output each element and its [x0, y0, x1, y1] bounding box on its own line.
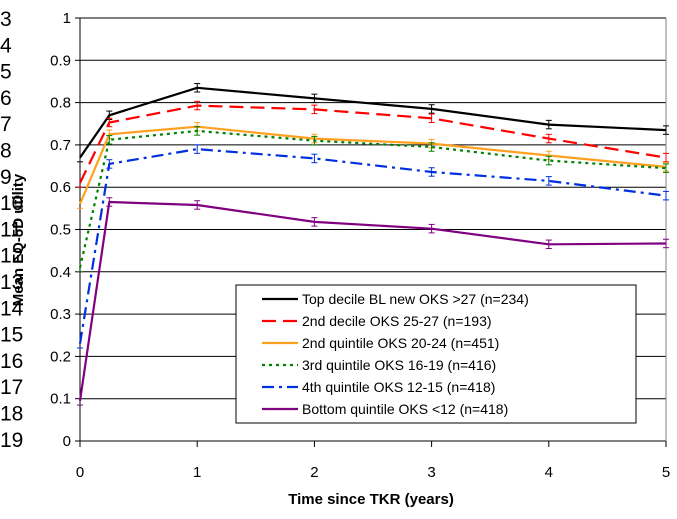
stray-row-number: 16: [0, 350, 23, 373]
series-5: [77, 144, 669, 349]
stray-row-number: 18: [0, 403, 23, 426]
y-tick-label: 0: [63, 433, 71, 450]
series-lines: [77, 83, 669, 406]
stray-row-number: 4: [0, 34, 12, 57]
legend-label: Bottom quintile OKS <12 (n=418): [302, 401, 508, 417]
stray-row-number: 7: [0, 113, 12, 136]
legend-label: Top decile BL new OKS >27 (n=234): [302, 291, 529, 307]
y-tick-label: 0.8: [50, 95, 71, 112]
series-line: [79, 86, 667, 159]
series-line: [79, 104, 667, 184]
series-line: [78, 129, 667, 268]
stray-row-number: 13: [0, 271, 23, 294]
series-2: [77, 100, 669, 188]
legend-item: Bottom quintile OKS <12 (n=418): [262, 401, 508, 417]
y-tick-label: 0.7: [50, 137, 71, 154]
x-tick-label: 5: [662, 464, 670, 481]
stray-row-number: 14: [0, 297, 24, 320]
stray-row-number: 8: [0, 140, 12, 163]
series-6: [77, 197, 669, 406]
y-tick-label: 0.4: [50, 264, 71, 281]
stray-row-number: 12: [0, 245, 23, 268]
legend-label: 2nd quintile OKS 20-24 (n=451): [302, 335, 499, 351]
legend-item: 2nd quintile OKS 20-24 (n=451): [262, 335, 499, 351]
stray-row-number: 17: [0, 376, 23, 399]
stray-row-number: 6: [0, 87, 12, 110]
y-tick-label: 0.9: [50, 52, 71, 69]
stray-row-number: 10: [0, 192, 23, 215]
x-tick-label: 2: [310, 464, 318, 481]
stray-row-number: 9: [0, 166, 12, 189]
series-3: [77, 121, 669, 209]
legend-item: 3rd quintile OKS 16-19 (n=416): [262, 357, 496, 373]
y-axis-label: Mean EQ-5D utility: [10, 173, 27, 306]
x-axis-label: Time since TKR (years): [288, 491, 454, 508]
y-tick-label: 0.6: [50, 179, 71, 196]
series-1: [77, 83, 669, 163]
y-tick-label: 0.2: [50, 348, 71, 365]
stray-row-number: 3: [0, 8, 12, 31]
stray-row-number: 11: [0, 218, 22, 241]
y-tick-label: 0.1: [50, 391, 71, 408]
stray-row-number: 19: [0, 429, 23, 452]
legend-item: 4th quintile OKS 12-15 (n=418): [262, 379, 495, 395]
y-tick-label: 0.5: [50, 222, 71, 239]
legend-item: 2nd decile OKS 25-27 (n=193): [262, 313, 492, 329]
x-tick-label: 4: [545, 464, 553, 481]
x-tick-label: 3: [427, 464, 435, 481]
stray-row-number: 15: [0, 324, 23, 347]
legend-item: Top decile BL new OKS >27 (n=234): [262, 291, 529, 307]
series-4: [77, 126, 669, 273]
legend-box: [235, 284, 637, 424]
stray-row-number: 5: [0, 61, 12, 84]
y-tick-label: 0.3: [50, 306, 71, 323]
legend-label: 3rd quintile OKS 16-19 (n=416): [302, 357, 496, 373]
series-line: [78, 125, 667, 205]
y-tick-label: 1: [63, 10, 71, 27]
x-tick-label: 0: [76, 464, 84, 481]
stray-row-numbers: 3 4 5 6 7 8 9 10 11 12 13 14 15 16 17 18 19: [0, 8, 24, 452]
legend-label: 2nd decile OKS 25-27 (n=193): [302, 313, 492, 329]
x-tick-label: 1: [193, 464, 201, 481]
legend: Top decile BL new OKS >27 (n=234) 2nd dec…: [235, 284, 637, 424]
axes: 0 0.1 0.2 0.3 0.4 0.5 0.6 0.7 0.8 0.9 1 0 1 2 3 4 5: [50, 10, 670, 481]
legend-label: 4th quintile OKS 12-15 (n=418): [302, 379, 495, 395]
